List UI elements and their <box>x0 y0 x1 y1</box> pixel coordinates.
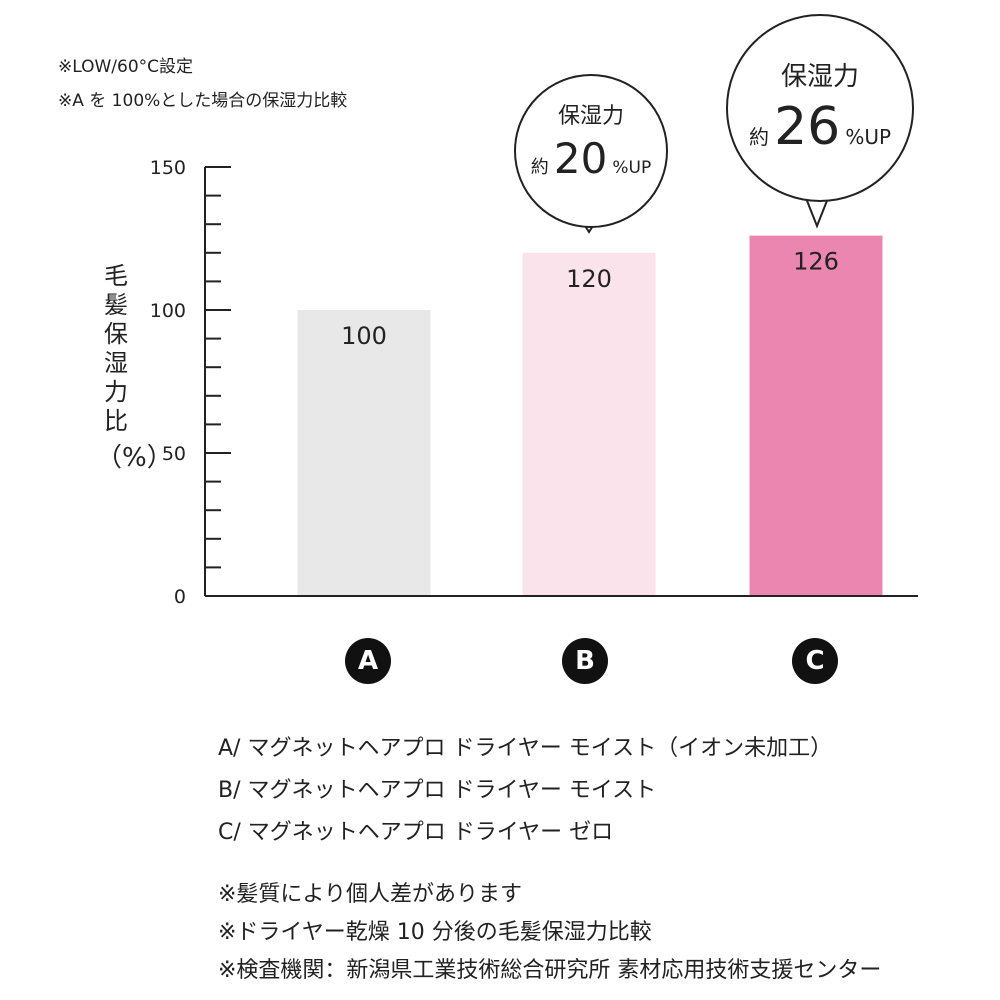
data-label-c: 126 <box>793 248 839 276</box>
callout-title: 保湿力 <box>557 104 624 129</box>
callout-prefix: 約 <box>530 157 549 178</box>
y-axis-label-char: 比 <box>104 407 128 435</box>
legend-item-a: A/ マグネットヘアプロ ドライヤー モイスト（イオン未加工） <box>218 736 833 761</box>
bar-b <box>522 252 656 597</box>
callout-percent: 約 26 %UP <box>728 97 912 157</box>
bar-c <box>749 235 883 596</box>
bar-a <box>297 310 431 596</box>
callout-suffix: %UP <box>845 125 892 149</box>
footnote-test-condition: ※ドライヤー乾燥 10 分後の毛髪保湿力比較 <box>218 920 652 945</box>
y-axis-label-char: 湿 <box>104 349 128 377</box>
callout-value: 26 <box>774 97 841 157</box>
callout-suffix: %UP <box>612 158 652 178</box>
bar-chart: 100 120 126 0 50 100 150 <box>150 157 918 608</box>
callout-title: 保湿力 <box>780 62 859 92</box>
footnote-hair-quality: ※髪質により個人差があります <box>218 882 522 907</box>
comparison-note: ※A を 100%とした場合の保湿力比較 <box>58 91 348 111</box>
callout-bubble-c: 保湿力 約 26 %UP <box>726 14 914 202</box>
y-axis-label-char: 髪 <box>104 291 128 319</box>
y-axis-label: 毛 髪 保 湿 力 比 （%） <box>96 262 173 473</box>
legend-item-b: B/ マグネットヘアプロ ドライヤー モイスト <box>218 778 657 803</box>
y-tick-label: 0 <box>174 586 186 608</box>
category-badge-a: A <box>345 638 391 684</box>
category-badge-b: B <box>562 638 608 684</box>
callout-percent: 約 20 %UP <box>516 134 666 183</box>
category-badge-c: C <box>792 638 838 684</box>
data-label-a: 100 <box>341 322 387 350</box>
y-axis-label-char: 力 <box>104 378 128 406</box>
y-axis-label-char: 毛 <box>104 262 128 290</box>
callout-value: 20 <box>553 134 608 183</box>
footnote-test-institution: ※検査機関：新潟県工業技術総合研究所 素材応用技術支援センター <box>218 958 882 983</box>
y-tick-label: 50 <box>162 443 186 465</box>
data-label-b: 120 <box>566 265 612 293</box>
legend-item-c: C/ マグネットヘアプロ ドライヤー ゼロ <box>218 820 614 845</box>
callout-bubble-b: 保湿力 約 20 %UP <box>514 74 668 228</box>
condition-note: ※LOW/60°C設定 <box>58 57 194 77</box>
y-tick-label: 150 <box>150 157 186 179</box>
callout-prefix: 約 <box>748 125 769 149</box>
y-tick-label: 100 <box>150 300 186 322</box>
y-axis-label-char: 保 <box>104 320 128 348</box>
